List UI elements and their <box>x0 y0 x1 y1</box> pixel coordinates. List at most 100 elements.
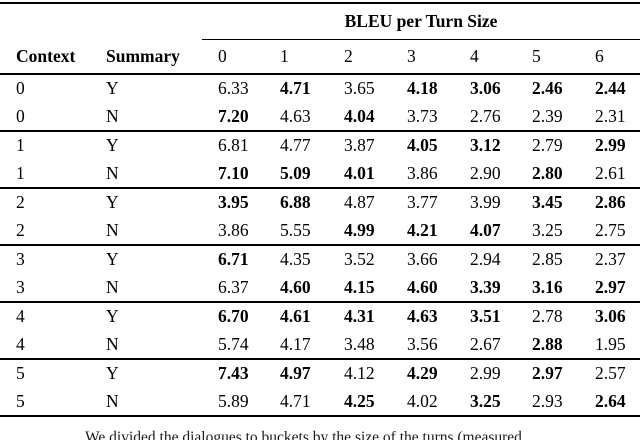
table-row: 4 N 5.74 4.17 3.48 3.56 2.67 2.88 1.95 <box>0 330 640 360</box>
bleu-value-cell: 2.31 <box>579 102 640 132</box>
caption-text: We divided the dialogues to buckets by t… <box>85 429 522 440</box>
bleu-value-cell: 3.39 <box>454 273 516 303</box>
context-cell: 4 <box>16 306 25 327</box>
bleu-value-cell: 3.51 <box>470 306 501 327</box>
summary-cell: N <box>90 330 202 360</box>
bleu-value-cell: 4.25 <box>344 390 375 411</box>
bleu-value-cell: 4.71 <box>280 390 311 411</box>
bleu-value-cell: 4.04 <box>328 102 391 132</box>
bleu-value-cell: 3.25 <box>516 216 579 246</box>
bleu-value-cell: 2.37 <box>595 249 626 270</box>
bleu-value-cell: 6.33 <box>218 78 249 99</box>
bleu-value-cell: 4.17 <box>264 330 328 360</box>
bleu-value-cell: 3.73 <box>391 102 454 132</box>
table-row: 0 N 7.20 4.63 4.04 3.73 2.76 2.39 2.31 <box>0 102 640 132</box>
bleu-value-cell: 2.61 <box>579 159 640 189</box>
context-cell: 1 <box>0 159 90 189</box>
column-header-summary: Summary <box>90 39 202 75</box>
bleu-value-cell: 2.97 <box>579 273 640 303</box>
column-header-turn-1: 1 <box>264 39 328 75</box>
table-row: 1 N 7.10 5.09 4.01 3.86 2.90 2.80 2.61 <box>0 159 640 189</box>
bleu-value-cell: 4.63 <box>264 102 328 132</box>
bleu-value-cell: 6.81 <box>218 135 249 156</box>
summary-cell: N <box>90 216 202 246</box>
column-header-turn-2: 2 <box>328 39 391 75</box>
bleu-value-cell: 3.65 <box>344 78 375 99</box>
summary-cell: Y <box>106 249 119 270</box>
bleu-value-cell: 4.29 <box>407 363 438 384</box>
bleu-value-cell: 2.67 <box>454 330 516 360</box>
bleu-value-cell: 3.95 <box>218 192 249 213</box>
context-cell: 4 <box>0 330 90 360</box>
bleu-value-cell: 3.45 <box>532 192 563 213</box>
bleu-value-cell: 2.99 <box>595 135 626 156</box>
column-header-turn-6: 6 <box>579 39 640 75</box>
bleu-value-cell: 5.89 <box>218 390 249 411</box>
summary-cell: N <box>90 102 202 132</box>
bleu-value-cell: 3.48 <box>328 330 391 360</box>
table-row: 2 N 3.86 5.55 4.99 4.21 4.07 3.25 2.75 <box>0 216 640 246</box>
table-row: 4 Y 6.70 4.61 4.31 4.63 3.51 2.78 3.06 <box>0 302 640 331</box>
empty-corner-cell <box>0 3 202 40</box>
bleu-value-cell: 4.21 <box>391 216 454 246</box>
bleu-value-cell: 1.95 <box>579 330 640 360</box>
context-cell: 0 <box>0 102 90 132</box>
table-group-header-row: BLEU per Turn Size <box>0 3 640 40</box>
bleu-value-cell: 4.71 <box>280 78 311 99</box>
bleu-value-cell: 2.64 <box>595 390 626 411</box>
bleu-per-turn-size-table: BLEU per Turn Size Context Summary 0 1 2… <box>0 2 640 417</box>
bleu-value-cell: 2.44 <box>595 78 626 99</box>
table-row: 3 Y 6.71 4.35 3.52 3.66 2.94 2.85 2.37 <box>0 245 640 274</box>
bleu-value-cell: 3.52 <box>344 249 375 270</box>
bleu-value-cell: 7.20 <box>202 102 264 132</box>
bleu-value-cell: 3.99 <box>470 192 501 213</box>
table-column-header-row: Context Summary 0 1 2 3 4 5 6 <box>0 39 640 75</box>
column-header-turn-5: 5 <box>516 39 579 75</box>
column-header-context: Context <box>0 39 90 75</box>
bleu-value-cell: 4.60 <box>391 273 454 303</box>
table-body: 0 Y 6.33 4.71 3.65 4.18 3.06 2.46 2.44 0 N 7.20 4.63… <box>0 74 640 416</box>
bleu-value-cell: 2.97 <box>532 363 563 384</box>
bleu-value-cell: 4.99 <box>328 216 391 246</box>
bleu-value-cell: 3.66 <box>407 249 438 270</box>
table-row: 5 Y 7.43 4.97 4.12 4.29 2.99 2.97 2.57 <box>0 359 640 388</box>
bleu-value-cell: 3.86 <box>202 216 264 246</box>
bleu-value-cell: 4.77 <box>280 135 311 156</box>
bleu-value-cell: 2.93 <box>532 390 563 411</box>
column-header-turn-3: 3 <box>391 39 454 75</box>
summary-cell: Y <box>106 78 119 99</box>
context-cell: 0 <box>16 78 25 99</box>
bleu-value-cell: 2.94 <box>470 249 501 270</box>
bleu-value-cell: 2.46 <box>532 78 563 99</box>
bleu-value-cell: 3.86 <box>391 159 454 189</box>
bleu-value-cell: 3.06 <box>595 306 626 327</box>
bleu-value-cell: 4.61 <box>280 306 311 327</box>
bleu-value-cell: 2.78 <box>532 306 563 327</box>
bleu-value-cell: 3.77 <box>407 192 438 213</box>
bleu-value-cell: 7.43 <box>218 363 249 384</box>
bleu-value-cell: 4.87 <box>344 192 375 213</box>
bleu-value-cell: 7.10 <box>202 159 264 189</box>
bleu-value-cell: 6.71 <box>218 249 249 270</box>
bleu-value-cell: 3.06 <box>470 78 501 99</box>
bleu-value-cell: 3.12 <box>470 135 501 156</box>
bleu-value-cell: 6.88 <box>280 192 311 213</box>
summary-cell: Y <box>106 306 119 327</box>
summary-cell: N <box>90 273 202 303</box>
bleu-value-cell: 2.86 <box>595 192 626 213</box>
bleu-value-cell: 2.39 <box>516 102 579 132</box>
summary-cell: Y <box>106 363 119 384</box>
context-cell: 1 <box>16 135 25 156</box>
bleu-value-cell: 5.55 <box>264 216 328 246</box>
bleu-value-cell: 5.09 <box>264 159 328 189</box>
bleu-value-cell: 4.12 <box>344 363 375 384</box>
summary-cell: N <box>90 159 202 189</box>
table-row: 3 N 6.37 4.60 4.15 4.60 3.39 3.16 2.97 <box>0 273 640 303</box>
summary-cell: Y <box>106 192 119 213</box>
bleu-value-cell: 4.02 <box>407 390 438 411</box>
context-cell: 2 <box>0 216 90 246</box>
summary-cell: N <box>106 390 119 411</box>
context-cell: 5 <box>16 390 25 411</box>
table-row: 5 N 5.89 4.71 4.25 4.02 3.25 2.93 2.64 <box>0 388 640 417</box>
